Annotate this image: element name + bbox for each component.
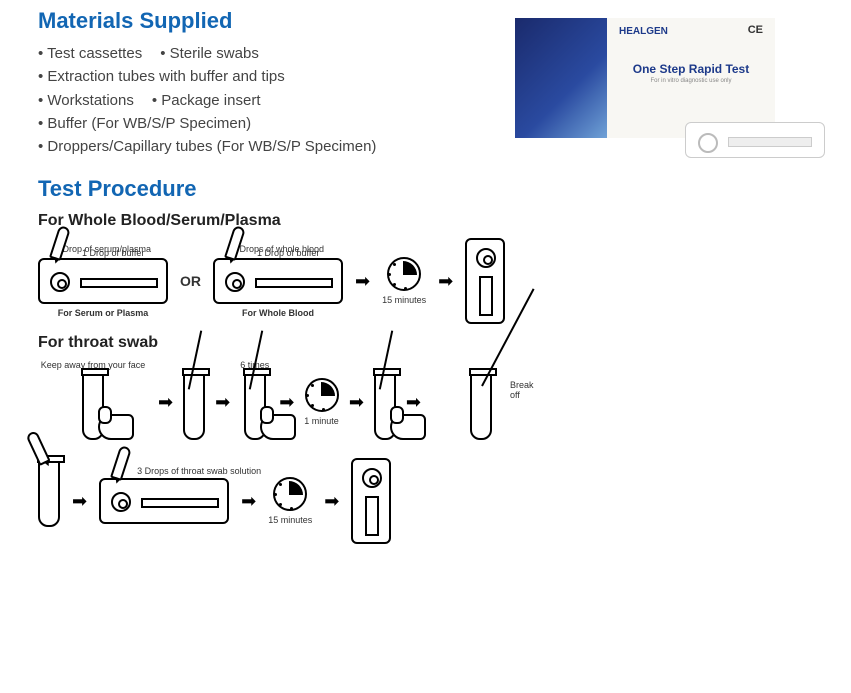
wait2-label: 15 minutes: [268, 515, 312, 525]
swab-flow-row1: Keep away from your face ➡ ➡ 6 times ➡ 1…: [38, 360, 813, 444]
brand-label: HEALGEN: [619, 26, 668, 37]
material-item: Test cassettes: [47, 45, 142, 62]
procedure-heading: Test Procedure: [38, 176, 813, 202]
material-item: Buffer (For WB/S/P Specimen): [47, 115, 251, 132]
cassette-icon: 1 Drop of buffer: [213, 258, 343, 304]
step-wholeblood: 2 Drops of whole blood 1 Drop of buffer …: [213, 244, 343, 318]
step-swab-7: [38, 461, 60, 541]
arrow-icon: ➡: [434, 271, 457, 292]
arrow-icon: ➡: [402, 392, 425, 413]
serum-side-label: 1 Drop of buffer: [82, 248, 144, 258]
tube-icon: [470, 374, 492, 440]
step-wait2: 15 minutes: [268, 477, 312, 525]
product-box-image: One Step Rapid Test For in vitro diagnos…: [515, 8, 825, 158]
box-title: One Step Rapid Test: [633, 62, 749, 76]
arrow-icon: ➡: [237, 491, 260, 512]
material-item: Sterile swabs: [170, 45, 259, 62]
box-blue-panel: [515, 18, 607, 138]
material-item: Package insert: [161, 92, 260, 109]
arrow-icon: ➡: [320, 491, 343, 512]
tube-icon: [183, 374, 205, 440]
step-swab-1: Keep away from your face: [38, 360, 148, 444]
step-wait: 15 minutes: [382, 257, 426, 305]
cassette-photo: [685, 122, 825, 158]
break-label: Break off: [510, 380, 534, 400]
hand-icon: [390, 414, 426, 440]
arrow-icon: ➡: [275, 392, 298, 413]
hand-icon: [98, 414, 134, 440]
tube-icon: [38, 461, 60, 527]
clock-icon: [387, 257, 421, 291]
step-swab-5: [374, 360, 396, 444]
dropper-icon: [110, 445, 132, 481]
step-swab-6: Break off: [431, 360, 531, 444]
arrow-icon: ➡: [154, 392, 177, 413]
cassette-vertical-icon: [465, 238, 505, 324]
drops-label: 3 Drops of throat swab solution: [137, 466, 261, 476]
swab-subheading: For throat swab: [38, 334, 813, 352]
step-wait1: 1 minute: [304, 378, 339, 426]
arrow-icon: ➡: [68, 491, 91, 512]
serum-caption: For Serum or Plasma: [58, 308, 149, 318]
step-result: [465, 238, 505, 324]
cassette-vertical-icon: [351, 458, 391, 544]
material-item: Workstations: [47, 92, 133, 109]
hand-icon: [260, 414, 296, 440]
whole-caption: For Whole Blood: [242, 308, 314, 318]
or-label: OR: [176, 273, 205, 289]
whole-side-label: 1 Drop of buffer: [257, 248, 319, 258]
blood-subheading: For Whole Blood/Serum/Plasma: [38, 212, 813, 230]
ce-mark: CE: [748, 24, 763, 36]
wait-label: 15 minutes: [382, 295, 426, 305]
step-serum: 1 Drop of serum/plasma 1 Drop of buffer …: [38, 244, 168, 318]
step-swab-8: 3 Drops of throat swab solution: [99, 478, 229, 524]
clock-icon: [273, 477, 307, 511]
step-result2: [351, 458, 391, 544]
swab-flow-row2: ➡ 3 Drops of throat swab solution ➡ 15 m…: [38, 458, 813, 544]
blood-flow: 1 Drop of serum/plasma 1 Drop of buffer …: [38, 238, 813, 324]
arrow-icon: ➡: [351, 271, 374, 292]
arrow-icon: ➡: [211, 392, 234, 413]
material-item: Droppers/Capillary tubes (For WB/S/P Spe…: [47, 138, 376, 155]
step-swab-2: [183, 360, 205, 444]
step-swab-3: 6 times: [240, 360, 269, 444]
box-subtitle: For in vitro diagnostic use only: [607, 78, 775, 84]
clock-icon: [305, 378, 339, 412]
wait1-label: 1 minute: [304, 416, 339, 426]
arrow-icon: ➡: [345, 392, 368, 413]
cassette-icon: 3 Drops of throat swab solution: [99, 478, 229, 524]
material-item: Extraction tubes with buffer and tips: [47, 68, 284, 85]
cassette-icon: 1 Drop of buffer: [38, 258, 168, 304]
